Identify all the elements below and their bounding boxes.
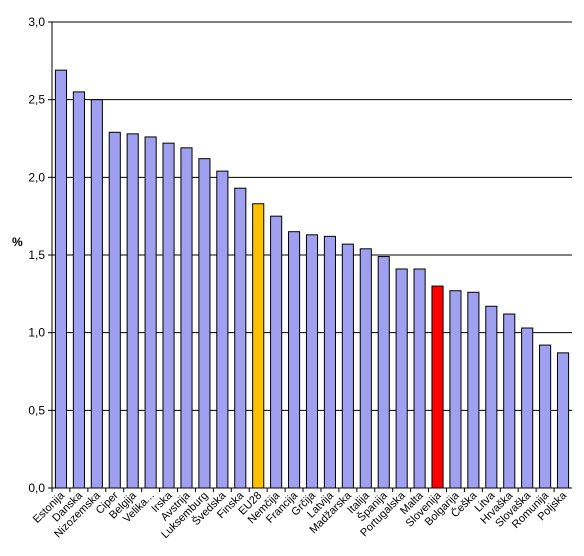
bar-layer (54, 69, 570, 489)
bar (144, 136, 157, 489)
bar (90, 99, 103, 489)
bar (359, 248, 372, 489)
bar (449, 290, 462, 489)
bar (270, 215, 283, 489)
y-tick-label: 0,5 (28, 403, 45, 417)
bar (556, 352, 570, 489)
y-tick-label: 0,0 (28, 481, 45, 495)
bar (252, 203, 265, 489)
y-axis-label: % (12, 235, 23, 249)
bar (216, 170, 229, 489)
bar (323, 235, 336, 489)
bar (341, 243, 354, 489)
bar (108, 131, 121, 489)
bar (162, 142, 175, 489)
bar (503, 313, 516, 489)
bar (72, 91, 85, 489)
bar (539, 344, 552, 489)
bar (198, 158, 211, 489)
bar (234, 187, 247, 489)
y-tick-label: 2,0 (28, 170, 45, 184)
bar (54, 69, 68, 489)
bar (485, 305, 498, 489)
y-tick-label: 1,5 (28, 248, 45, 262)
y-tick-label: 1,0 (28, 326, 45, 340)
y-tick-label: 3,0 (28, 15, 45, 29)
axis-layer (48, 21, 572, 492)
bar (288, 231, 301, 489)
bar (377, 256, 390, 489)
bar (467, 291, 480, 489)
y-tick-label: 2,5 (28, 93, 45, 107)
bar (305, 234, 319, 489)
bar (521, 327, 534, 489)
bar (395, 268, 408, 489)
bar (180, 147, 193, 489)
bar (431, 285, 444, 489)
bar (126, 133, 139, 489)
bar (413, 268, 426, 489)
